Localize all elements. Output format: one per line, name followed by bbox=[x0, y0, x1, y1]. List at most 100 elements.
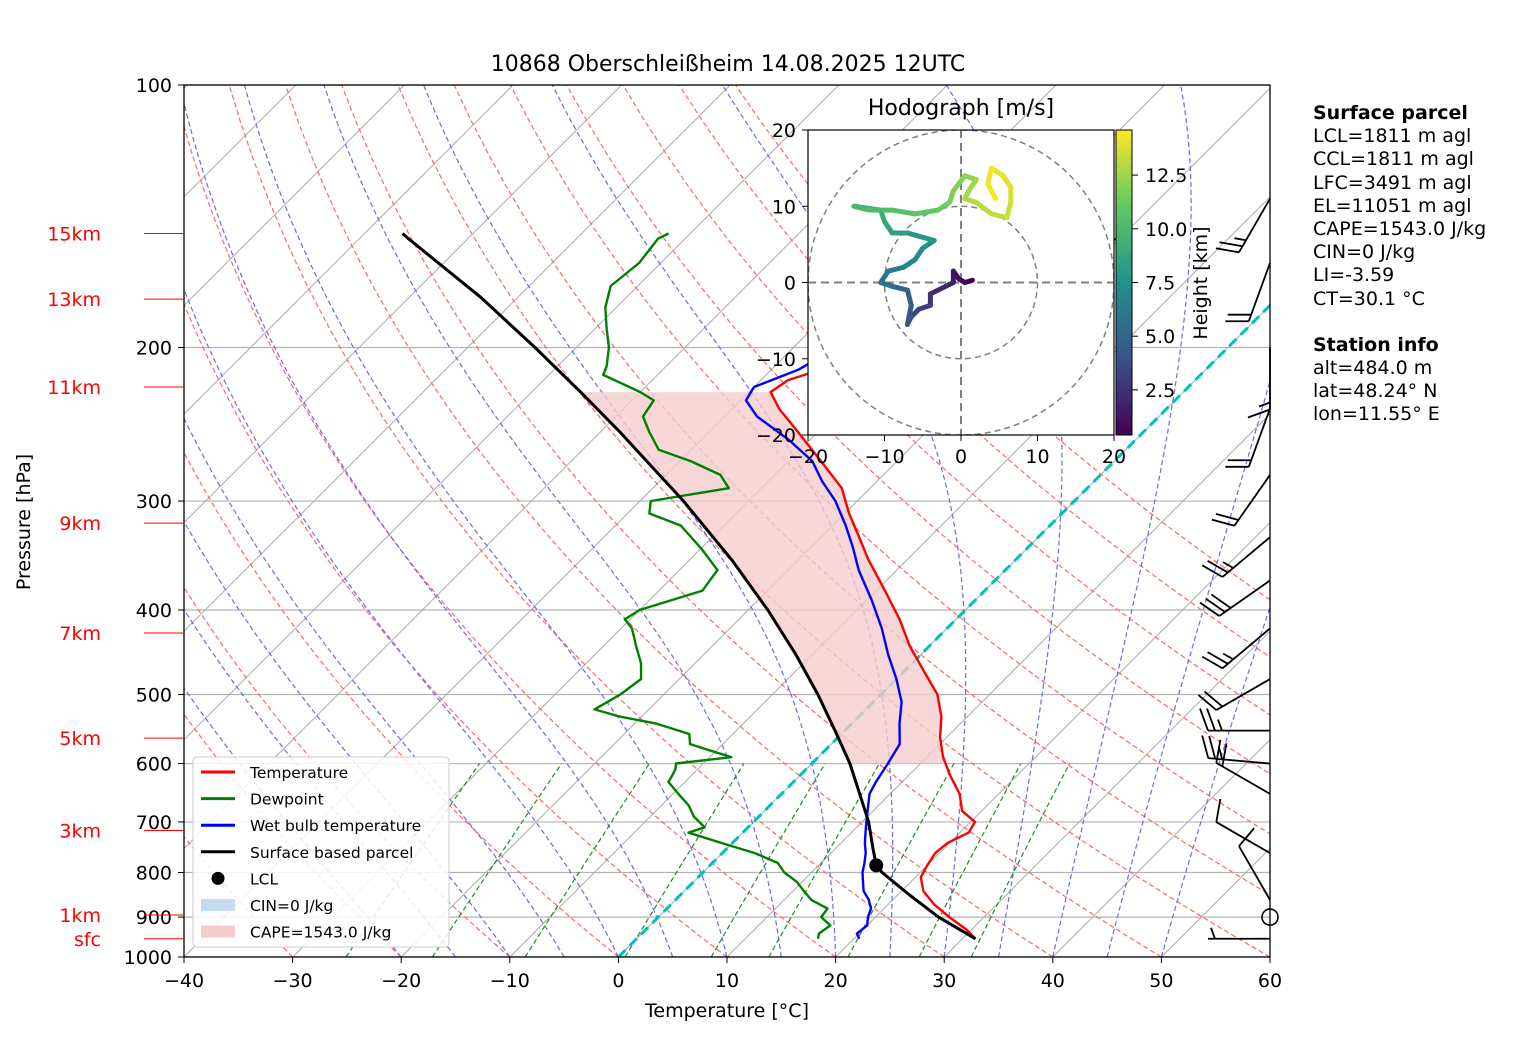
height-label: 11km bbox=[47, 377, 101, 399]
wind-barb-shaft bbox=[1221, 536, 1271, 578]
mixing-ratio-line bbox=[970, 763, 1071, 957]
legend-cape-swatch bbox=[201, 925, 235, 938]
mixing-ratio-line bbox=[710, 763, 826, 957]
hodograph-trace-segment bbox=[851, 203, 872, 213]
chart-title: 10868 Oberschleißheim 14.08.2025 12UTC bbox=[491, 52, 966, 77]
hodograph-x-tick-label: −20 bbox=[788, 446, 828, 468]
wind-barb-flag bbox=[1205, 597, 1226, 613]
wind-barb-flag bbox=[1203, 690, 1223, 708]
surface-line-cin: CIN=0 J/kg bbox=[1313, 241, 1416, 264]
y-tick-label: 100 bbox=[136, 75, 172, 97]
dry-adiabat-line bbox=[284, 85, 1054, 957]
moist-adiabat-line bbox=[184, 287, 619, 957]
mixing-ratio-line bbox=[768, 763, 880, 957]
x-tick-label: 40 bbox=[1041, 970, 1065, 992]
hodograph-x-tick-label: 0 bbox=[955, 446, 967, 468]
wind-barb-shaft bbox=[1215, 821, 1271, 854]
legend-box bbox=[192, 756, 450, 948]
wind-barb-shaft bbox=[1238, 845, 1271, 901]
wind-barb-flag bbox=[1210, 593, 1232, 609]
wetbulb-line bbox=[744, 232, 1062, 940]
isotherm-line bbox=[726, 413, 1270, 957]
colorbar-tick-label: 10.0 bbox=[1145, 219, 1187, 241]
hodograph-axes: −20−20 −10 −10 0 0 10 10 20 20 bbox=[756, 120, 1126, 468]
hodograph-trace-segment bbox=[904, 230, 937, 244]
hodograph-trace-segment bbox=[1004, 199, 1014, 221]
mixing-ratio-line bbox=[345, 763, 480, 957]
colorbar-tick-label: 5.0 bbox=[1145, 326, 1175, 348]
hodograph-y-tick-label: 20 bbox=[772, 120, 796, 142]
isotherm-line bbox=[184, 85, 622, 524]
y-tick-label: 200 bbox=[136, 337, 172, 359]
legend-label: Temperature bbox=[249, 764, 348, 782]
x-tick-label: 60 bbox=[1258, 970, 1282, 992]
cape-area bbox=[580, 392, 946, 764]
y-tick-label: 400 bbox=[136, 600, 172, 622]
wind-barb-flag bbox=[1197, 694, 1217, 711]
isotherm-line bbox=[184, 85, 514, 415]
hodograph-trace-segment bbox=[927, 283, 949, 297]
colorbar bbox=[1115, 129, 1133, 436]
height-label: 13km bbox=[47, 289, 101, 311]
moist-adiabat-line bbox=[323, 85, 782, 957]
colorbar-label: Height [km] bbox=[1190, 226, 1212, 339]
height-label: sfc bbox=[74, 929, 101, 951]
x-tick-label: −30 bbox=[273, 970, 313, 992]
wind-barb-flag bbox=[1221, 743, 1228, 767]
legend-label: LCL bbox=[250, 870, 278, 888]
hodograph-ring bbox=[883, 205, 1039, 360]
wind-barb-half-flag bbox=[1210, 927, 1216, 940]
hodograph-trace-segment bbox=[889, 283, 910, 293]
hodograph-x-tick-label: 10 bbox=[1025, 446, 1049, 468]
hodograph-trace-segment bbox=[985, 180, 998, 202]
wind-barb-flag bbox=[1201, 735, 1210, 759]
moist-adiabat-line bbox=[184, 608, 456, 957]
y-tick-label: 1000 bbox=[124, 947, 172, 969]
info-panel: Surface parcel LCL=1811 m agl CCL=1811 m… bbox=[1313, 102, 1486, 427]
wind-barb-shaft bbox=[1208, 757, 1271, 765]
mixing-ratio-line bbox=[524, 763, 650, 957]
hodograph-trace-segment bbox=[912, 207, 941, 217]
mixing-ratio-line bbox=[918, 763, 1022, 957]
hodograph-trace-segment bbox=[885, 264, 907, 274]
wind-barb-flag bbox=[1215, 798, 1222, 823]
colorbar-ticks: 2.5 5.0 7.5 10.0 12.5 bbox=[1132, 165, 1187, 402]
hodograph-title: Hodograph [m/s] bbox=[868, 96, 1054, 121]
colorbar-tick-label: 12.5 bbox=[1145, 165, 1187, 187]
height-label: 1km bbox=[59, 905, 101, 927]
wind-barb-shaft bbox=[1247, 408, 1271, 468]
isotherm-line bbox=[835, 521, 1270, 957]
x-tick-label: −40 bbox=[164, 970, 204, 992]
wind-barb-flag bbox=[1201, 655, 1223, 670]
wind-barb-flag bbox=[1219, 241, 1243, 248]
wind-barb-half-flag bbox=[1217, 719, 1223, 731]
x-tick-label: 10 bbox=[715, 970, 739, 992]
height-label: 3km bbox=[59, 820, 101, 842]
wind-barb-flag bbox=[1201, 564, 1223, 578]
station-line-lon: lon=11.55° E bbox=[1313, 403, 1440, 426]
y-tick-label: 800 bbox=[136, 862, 172, 884]
area-fills bbox=[580, 392, 946, 764]
legend-cin-swatch bbox=[201, 899, 235, 911]
y-tick-label: 300 bbox=[136, 491, 172, 513]
isotherm-line bbox=[184, 85, 840, 741]
wind-barb-half-flag bbox=[1222, 561, 1234, 569]
hodograph-x-tick-label: 20 bbox=[1102, 446, 1126, 468]
wind-barb-shaft bbox=[1215, 762, 1271, 795]
wind-barb-shaft bbox=[1238, 198, 1271, 253]
hodograph-plot bbox=[808, 130, 1114, 435]
isotherm-line bbox=[509, 196, 1270, 957]
wind-barb-half-flag bbox=[1218, 747, 1224, 760]
surface-line-ct: CT=30.1 °C bbox=[1313, 287, 1425, 310]
isotherm-line bbox=[1052, 739, 1270, 957]
x-tick-label: 20 bbox=[824, 970, 848, 992]
x-tick-label: 50 bbox=[1149, 970, 1173, 992]
height-label: 15km bbox=[47, 223, 101, 245]
dry-adiabat-line bbox=[228, 85, 945, 957]
legend-label: CAPE=1543.0 J/kg bbox=[250, 924, 391, 942]
y-axis-label: Pressure [hPa] bbox=[13, 454, 35, 590]
legend-label: Wet bulb temperature bbox=[250, 817, 421, 835]
wind-barb-flag bbox=[1207, 560, 1229, 574]
